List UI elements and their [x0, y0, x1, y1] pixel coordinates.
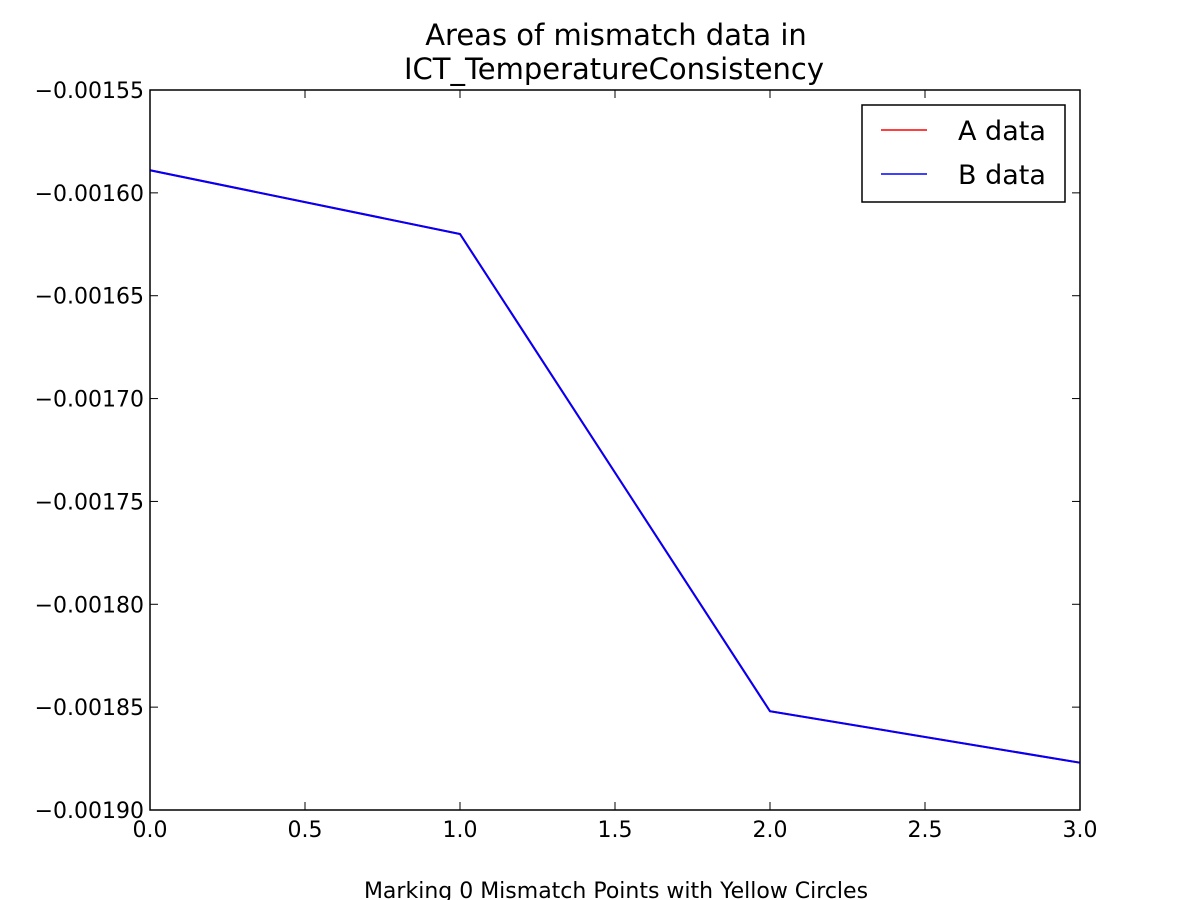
- y-tick-label: −0.00165: [35, 285, 144, 310]
- legend: A data B data: [861, 104, 1066, 203]
- y-tick-label: −0.00155: [35, 79, 144, 104]
- y-tick-label: −0.00170: [35, 388, 144, 413]
- series-layer: [149, 169, 1081, 764]
- chart-title-line-1: Areas of mismatch data in: [425, 18, 807, 52]
- x-tick-label: 2.0: [753, 818, 788, 843]
- x-tick-label: 3.0: [1063, 818, 1098, 843]
- x-axis-label: Marking 0 Mismatch Points with Yellow Ci…: [364, 879, 868, 900]
- y-tick-label: −0.00190: [35, 799, 144, 824]
- plot-frame: [149, 89, 1081, 811]
- y-tick-label: −0.00175: [35, 490, 144, 515]
- x-tick-label: 0.5: [288, 818, 323, 843]
- x-tick-label: 1.0: [443, 818, 478, 843]
- x-axis-ticks: 0.0 0.5 1.0 1.5 2.0 2.5 3.0: [133, 90, 1098, 843]
- legend-label-a-data: A data: [958, 116, 1046, 147]
- y-tick-label: −0.00180: [35, 593, 144, 618]
- x-tick-label: 2.5: [908, 818, 943, 843]
- y-axis-ticks: −0.00155 −0.00160 −0.00165 −0.00170 −0.00175…: [35, 79, 1080, 824]
- legend-label-b-data: B data: [958, 160, 1046, 191]
- x-tick-label: 0.0: [133, 818, 168, 843]
- y-tick-label: −0.00160: [35, 182, 144, 207]
- y-tick-label: −0.00185: [35, 696, 144, 721]
- chart-title-line-2: ICT_TemperatureConsistency: [404, 52, 824, 86]
- x-tick-label: 1.5: [598, 818, 633, 843]
- series-line-b-data: [149, 169, 1081, 764]
- legend-box: [861, 104, 1066, 203]
